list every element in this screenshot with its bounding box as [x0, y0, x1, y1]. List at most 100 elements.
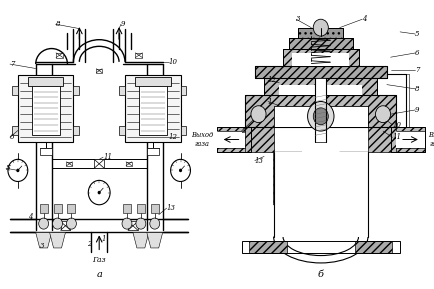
Bar [32, 82, 59, 135]
Bar [53, 204, 62, 212]
Bar [73, 126, 79, 135]
Bar [217, 131, 245, 148]
Text: 2: 2 [242, 127, 246, 135]
Bar [12, 86, 18, 95]
Circle shape [251, 106, 266, 123]
Bar [125, 75, 181, 142]
Bar [18, 75, 73, 142]
Bar [283, 49, 358, 66]
Bar [151, 204, 159, 212]
Bar [249, 241, 287, 253]
Circle shape [39, 218, 49, 229]
Text: Выход
газа: Выход газа [191, 131, 213, 148]
Bar [273, 106, 368, 127]
Polygon shape [368, 127, 396, 152]
Text: 5: 5 [6, 164, 10, 172]
Text: 4: 4 [28, 213, 32, 221]
Text: 7: 7 [415, 66, 420, 74]
Bar [391, 127, 424, 152]
Bar [264, 78, 378, 95]
Text: 4: 4 [362, 15, 367, 23]
Bar [66, 162, 72, 166]
Bar [67, 204, 76, 212]
Text: 10: 10 [392, 121, 401, 129]
Bar [39, 148, 52, 155]
Bar [128, 221, 138, 230]
Text: 3: 3 [296, 15, 301, 23]
Text: 1: 1 [268, 97, 273, 105]
Circle shape [53, 218, 62, 229]
Bar [289, 38, 353, 49]
Bar [245, 95, 396, 127]
Circle shape [171, 159, 191, 181]
Bar [96, 69, 102, 73]
Circle shape [150, 218, 160, 229]
Bar [28, 77, 63, 86]
Text: 9: 9 [121, 20, 125, 28]
Text: 1: 1 [101, 235, 106, 243]
Text: Газ: Газ [92, 256, 106, 264]
Polygon shape [245, 127, 273, 152]
Bar [315, 78, 326, 142]
Bar [273, 152, 368, 237]
Circle shape [122, 218, 132, 229]
Circle shape [16, 169, 20, 172]
Text: б: б [318, 270, 324, 279]
Text: 6: 6 [415, 49, 420, 57]
Bar [139, 82, 167, 135]
Text: а: а [96, 270, 102, 279]
Polygon shape [340, 152, 368, 205]
Bar [217, 127, 251, 152]
Bar [298, 28, 343, 38]
Bar [73, 86, 79, 95]
Bar [279, 85, 362, 95]
Bar [255, 66, 387, 78]
Text: 6: 6 [10, 133, 14, 141]
Text: 8: 8 [56, 20, 60, 28]
Bar [391, 127, 424, 152]
Text: 8: 8 [415, 85, 420, 93]
Bar [255, 66, 387, 78]
Circle shape [88, 180, 110, 205]
Circle shape [313, 19, 329, 36]
Text: 9: 9 [415, 106, 420, 114]
Bar [135, 53, 142, 58]
Bar [123, 204, 131, 212]
Text: 11: 11 [392, 134, 401, 141]
Bar [147, 148, 159, 155]
Circle shape [179, 169, 182, 172]
Bar [60, 221, 70, 230]
Bar [135, 77, 171, 86]
Circle shape [8, 159, 28, 181]
Text: 5: 5 [415, 30, 420, 38]
Text: 12: 12 [268, 76, 277, 84]
Polygon shape [49, 232, 66, 248]
Bar [39, 204, 48, 212]
Bar [217, 127, 251, 152]
Text: 10: 10 [169, 58, 178, 66]
Circle shape [308, 101, 334, 131]
Polygon shape [147, 232, 163, 248]
Text: 11: 11 [103, 153, 112, 161]
Bar [119, 86, 125, 95]
Text: 13: 13 [255, 157, 264, 165]
Polygon shape [36, 232, 52, 248]
Circle shape [136, 218, 146, 229]
Bar [94, 159, 104, 168]
Bar [56, 53, 63, 58]
Text: 12: 12 [169, 133, 178, 141]
Bar [293, 53, 349, 66]
Circle shape [375, 106, 391, 123]
Text: 3: 3 [39, 242, 44, 250]
Bar [242, 241, 400, 253]
Bar [396, 131, 424, 148]
Bar [181, 86, 187, 95]
Bar [126, 162, 132, 166]
Bar [283, 49, 358, 66]
Bar [355, 241, 392, 253]
Bar [181, 126, 187, 135]
Circle shape [66, 218, 76, 229]
Bar [298, 28, 343, 38]
Bar [12, 126, 18, 135]
Bar [264, 78, 378, 95]
